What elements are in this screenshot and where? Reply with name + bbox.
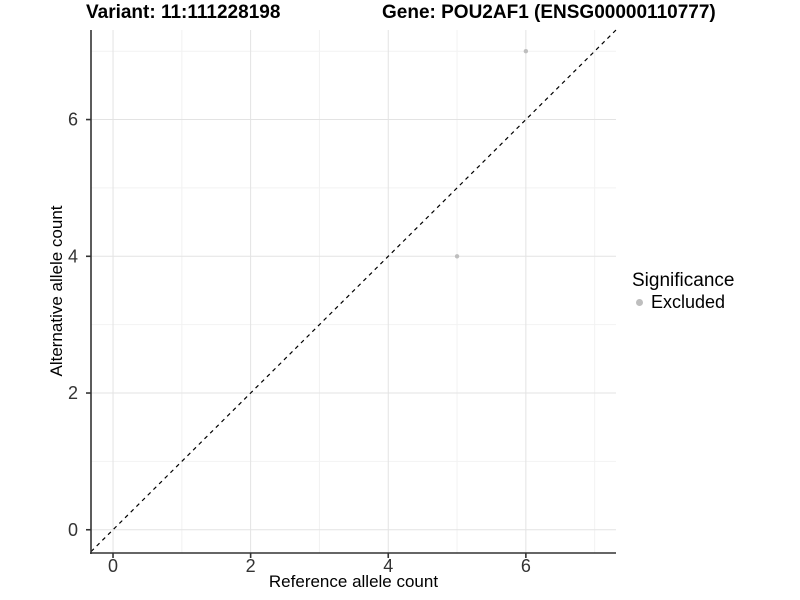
legend-item-label: Excluded [651, 292, 726, 312]
y-tick-label: 4 [68, 246, 78, 266]
y-tick-label: 2 [68, 383, 78, 403]
x-tick-label: 6 [521, 556, 531, 576]
data-point [523, 48, 529, 54]
y-tick-label: 6 [68, 110, 78, 130]
variant-title: Variant: 11:111228198 [86, 2, 281, 23]
x-tick-label: 2 [246, 556, 256, 576]
excluded-point-icon [636, 298, 643, 306]
legend-title: Significance [632, 270, 735, 291]
x-tick-label: 4 [383, 556, 393, 576]
legend-item-excluded: Excluded [636, 292, 734, 312]
data-point [454, 254, 460, 259]
y-axis-title: Alternative allele count [47, 205, 66, 377]
y-tick-label: 0 [68, 520, 78, 540]
legend: Significance Excluded [632, 270, 734, 312]
identity-dashed-line [90, 29, 617, 553]
x-tick-label: 0 [108, 556, 118, 576]
x-axis-title: Reference allele count [268, 572, 439, 591]
gene-title: Gene: POU2AF1 (ENSG00000110777) [382, 2, 716, 23]
